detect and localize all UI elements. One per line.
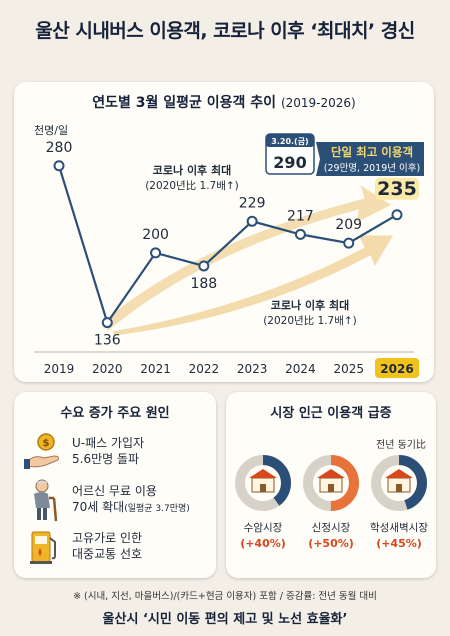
market-donut [235, 455, 291, 511]
x-tick-label: 2019 [44, 362, 75, 376]
donut-segment [303, 455, 359, 511]
data-point [391, 209, 403, 221]
callout-value: 290 [273, 153, 306, 172]
data-label: 200 [142, 227, 169, 243]
market-pct: (+45%) [376, 537, 422, 550]
cause-item-upass: $ U-패스 가입자 5.6만명 돌파 [24, 432, 210, 470]
chart-title: 연도별 3월 일평균 이용객 추이 (2019-2026) [14, 92, 434, 112]
market-pct: (+40%) [240, 537, 286, 550]
market-donut [371, 455, 427, 511]
market-name: 신정시장 [311, 522, 351, 534]
headline: 울산 시내버스 이용객, 코로나 이후 ‘최대치’ 경신 [35, 19, 415, 42]
data-label: 209 [335, 217, 362, 233]
data-label: 217 [287, 208, 314, 224]
causes-panel: 수요 증가 주요 원인 $ U-패스 가입자 5.6만명 돌파 어르신 무료 이… [14, 392, 216, 578]
headline-bar: 울산 시내버스 이용객, 코로나 이후 ‘최대치’ 경신 [0, 0, 450, 58]
data-label: 229 [239, 195, 266, 211]
series-line [57, 165, 398, 326]
cause-line: 어르신 무료 이용 [72, 484, 157, 498]
data-point [53, 160, 65, 172]
elderly-icon [34, 479, 58, 522]
causes-title: 수요 증가 주요 원인 [60, 406, 170, 421]
yoy-label: 전년 동기比 [376, 440, 426, 451]
data-point [101, 317, 113, 329]
data-point [343, 237, 355, 249]
lower-arrow-title: 코로나 이후 최대 [271, 298, 350, 312]
market-roof-icon [385, 469, 413, 478]
lower-arrow-sub: (2020년比 1.7배↑) [263, 314, 357, 327]
x-tick-label: 2023 [237, 362, 268, 376]
market-item: 수암시장 (+40%) [230, 454, 296, 550]
market-item: 학성새벽시장 (+45%) [366, 454, 432, 550]
chart-title-main: 연도별 3월 일평균 이용객 추이 [92, 95, 277, 111]
cause-line: U-패스 가입자 [72, 436, 145, 450]
cause-text-elderly: 어르신 무료 이용 70세 확대(일평균 3.7만명) [72, 483, 190, 517]
market-roof-icon [317, 469, 345, 478]
y-axis-unit-label: 천명/일 [34, 123, 68, 137]
market-donut [303, 455, 359, 511]
cause-line: 고유가로 인한 [72, 531, 143, 545]
data-label: 188 [190, 276, 217, 292]
data-label: 235 [377, 178, 417, 200]
donut-segment [235, 455, 291, 511]
markets-panel: 시장 인근 이용객 급증 전년 동기比 수암시장 (+40%) 신정시장 (+5… [226, 392, 436, 578]
market-item: 신정시장 (+50%) [298, 454, 364, 550]
data-point [246, 215, 258, 227]
market-door-icon [328, 484, 334, 492]
x-tick-label: 2024 [285, 362, 316, 376]
slogan: 울산시 ‘시민 이동 편의 제고 및 노선 효율화’ [102, 612, 348, 627]
market-name: 수암시장 [243, 522, 283, 534]
line-chart: 천명/일 2019 2020 2021 2022 2023 2024 2025 2026 280 1… [34, 123, 424, 378]
data-point [294, 228, 306, 240]
x-tick-label: 2020 [92, 362, 123, 376]
x-tick-label: 2026 [380, 362, 413, 376]
market-name: 학성새벽시장 [370, 522, 428, 534]
x-tick-label: 2022 [189, 362, 220, 376]
market-pct: (+50%) [308, 537, 354, 550]
calendar-header [266, 134, 314, 147]
market-roof-icon [249, 469, 277, 478]
data-point [150, 247, 162, 259]
market-door-icon [396, 484, 402, 492]
x-tick-label: 2025 [333, 362, 364, 376]
markets-title: 시장 인근 이용객 급증 [270, 406, 392, 421]
data-label: 136 [94, 333, 121, 349]
highlight-category-box [375, 358, 419, 378]
x-tick-label: 2021 [140, 362, 171, 376]
callout-label: 단일 최고 이용객 [331, 145, 413, 159]
svg-text:$: $ [43, 438, 50, 449]
callout-ribbon [316, 142, 424, 176]
chart-title-years: (2019-2026) [280, 96, 356, 110]
upper-arrow-sub: (2020년比 1.7배↑) [145, 179, 239, 192]
cause-line: 대중교통 선호 [72, 547, 143, 561]
callout-sub: (29만명, 2019년 이후) [324, 163, 420, 174]
coin-hand-icon: $ [24, 433, 59, 469]
cause-line: 5.6만명 돌파 [72, 452, 140, 466]
cause-item-fuel: 고유가로 인한 대중교통 선호 [24, 526, 210, 566]
upper-trend-arrow [107, 185, 392, 332]
cause-text-fuel: 고유가로 인한 대중교통 선호 [72, 530, 142, 562]
cause-text-upass: U-패스 가입자 5.6만명 돌파 [72, 435, 144, 467]
chart-panel: 연도별 3월 일평균 이용객 추이 (2019-2026) 천명/일 2019 20… [14, 82, 434, 382]
cause-line: 70세 확대 [72, 500, 125, 514]
cause-small: (일평균 3.7만명) [124, 504, 190, 514]
callout-date: 3.20.(금) [271, 137, 308, 146]
highlight-value-bg [375, 177, 419, 200]
market-door-icon [260, 484, 266, 492]
lower-trend-arrow [113, 235, 394, 336]
fuel-pump-icon [30, 531, 56, 564]
data-label: 280 [46, 140, 73, 156]
donut-segment [371, 455, 427, 511]
footnote: ※ (시내, 지선, 마을버스)/(카드+현금 이용자) 포함 / 증감률: 전… [73, 591, 377, 602]
data-point [198, 260, 210, 272]
upper-arrow-title: 코로나 이후 최대 [153, 163, 232, 177]
cause-item-elderly: 어르신 무료 이용 70세 확대(일평균 3.7만명) [24, 478, 210, 522]
